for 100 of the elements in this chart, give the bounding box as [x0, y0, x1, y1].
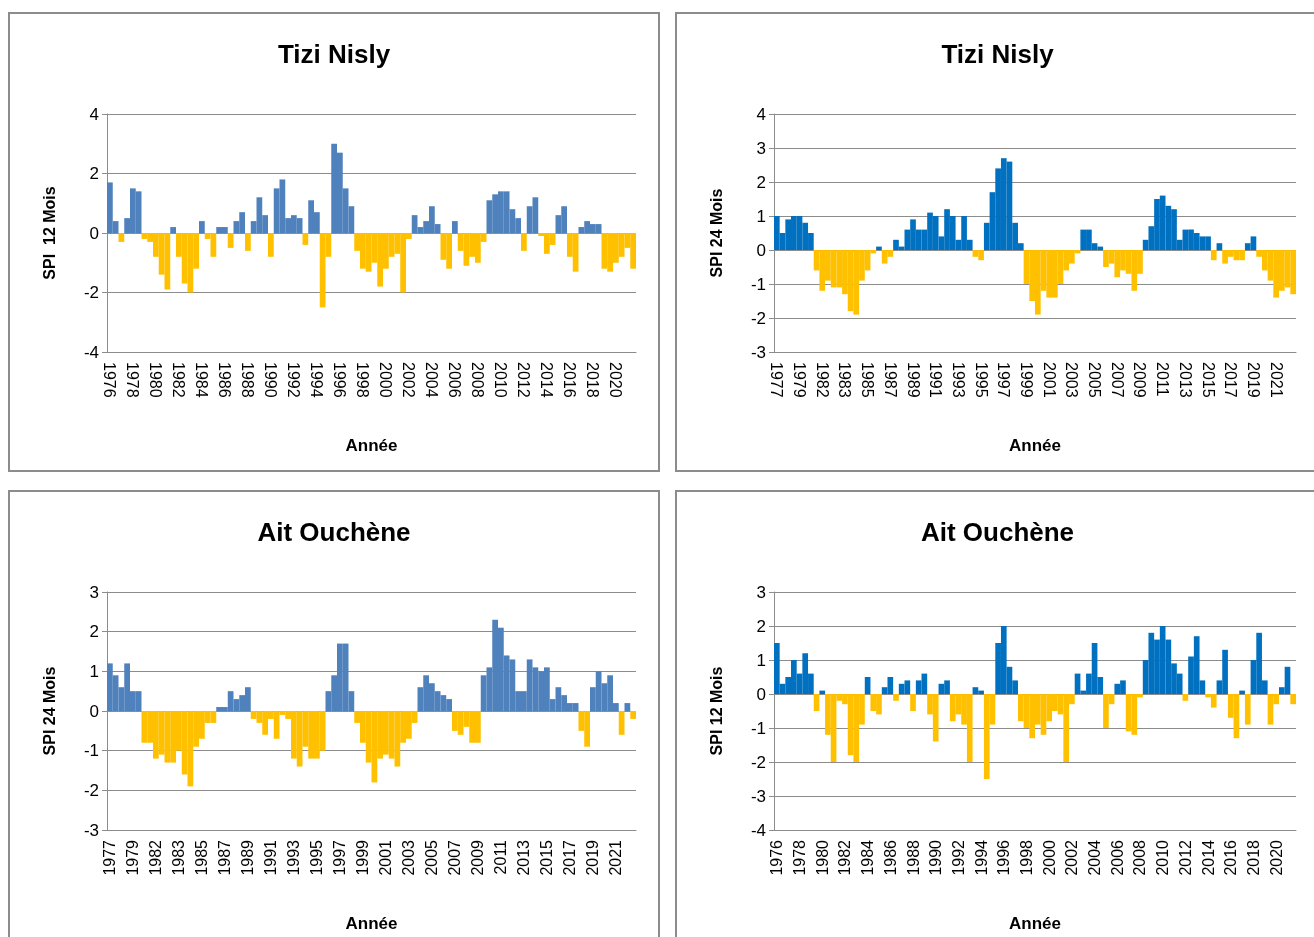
- x-tick-label: 2012: [1176, 839, 1194, 876]
- y-tick-label: 3: [756, 138, 766, 158]
- x-tick-label: 1979: [791, 362, 809, 398]
- y-tick-label: 0: [756, 684, 766, 704]
- y-tick-label: 4: [89, 104, 99, 124]
- bar: [910, 694, 916, 711]
- x-tick-label: 1988: [239, 362, 257, 398]
- x-tick-label: 2006: [1108, 839, 1126, 876]
- x-tick-label: 2014: [1199, 839, 1217, 876]
- x-tick-label: 2002: [400, 362, 418, 398]
- x-tick-label: 2003: [400, 839, 418, 876]
- x-tick-label: 2018: [584, 362, 602, 398]
- bar: [1216, 243, 1223, 250]
- x-tick-label: 2015: [1199, 362, 1217, 398]
- y-axis-title: SPI 24 Mois: [40, 666, 58, 756]
- chart-title: Tizi Nisly: [277, 39, 391, 69]
- x-tick-label: 1997: [331, 839, 349, 876]
- x-tick-label: 2006: [446, 362, 464, 398]
- x-tick-label: 1980: [813, 839, 831, 876]
- y-tick-label: 3: [89, 582, 99, 602]
- x-tick-label: 2001: [377, 839, 395, 876]
- bar: [1290, 694, 1296, 705]
- x-tick-label: 2001: [1040, 362, 1058, 398]
- x-tick-label: 1982: [836, 839, 854, 876]
- x-tick-label: 2009: [469, 839, 487, 876]
- x-axis-title: Année: [345, 436, 398, 455]
- x-tick-label: 1980: [147, 362, 165, 398]
- x-tick-label: 1987: [216, 839, 234, 876]
- x-tick-label: 1982: [147, 839, 165, 876]
- x-tick-label: 1982: [170, 362, 188, 398]
- x-tick-label: 2012: [515, 362, 533, 398]
- x-tick-label: 2010: [1154, 839, 1172, 876]
- bar: [1244, 694, 1251, 725]
- y-tick-label: 4: [756, 104, 766, 124]
- x-tick-label: 2016: [561, 362, 579, 398]
- bar: [170, 227, 176, 233]
- x-tick-label: 1996: [331, 362, 349, 398]
- x-tick-label: 2005: [423, 839, 441, 876]
- y-tick-label: -1: [750, 274, 766, 294]
- x-tick-label: 2020: [607, 362, 625, 398]
- x-tick-label: 1996: [995, 839, 1013, 876]
- x-tick-label: 2019: [1244, 362, 1262, 398]
- x-tick-label: 2007: [446, 839, 464, 876]
- x-tick-label: 1989: [239, 839, 257, 876]
- y-tick-label: -1: [750, 718, 766, 738]
- x-tick-label: 2018: [1244, 839, 1262, 876]
- bar: [1210, 250, 1217, 261]
- y-tick-label: -3: [83, 820, 99, 840]
- x-tick-label: 2021: [1267, 362, 1285, 398]
- y-tick-label: -2: [83, 283, 99, 302]
- x-tick-label: 1992: [285, 362, 303, 398]
- bar: [618, 711, 625, 735]
- x-tick-label: 1989: [904, 362, 922, 398]
- bar: [893, 694, 899, 701]
- x-tick-label: 1977: [101, 839, 119, 876]
- y-tick-label: 2: [756, 616, 766, 636]
- y-tick-label: -2: [83, 780, 99, 800]
- y-tick-label: 3: [756, 582, 766, 602]
- x-tick-label: 2013: [1176, 362, 1194, 398]
- bar: [521, 233, 527, 251]
- y-tick-label: -2: [750, 752, 766, 772]
- x-tick-label: 1986: [881, 839, 899, 876]
- x-tick-label: 1978: [791, 839, 809, 876]
- x-tick-label: 1983: [170, 839, 188, 876]
- x-tick-label: 1999: [1017, 362, 1035, 398]
- y-tick-label: 0: [756, 240, 766, 260]
- x-tick-label: 2005: [1086, 362, 1104, 398]
- x-tick-label: 2011: [1154, 362, 1172, 397]
- x-tick-label: 2004: [1086, 839, 1104, 876]
- y-tick-label: 2: [89, 164, 99, 183]
- bar: [819, 690, 826, 694]
- y-tick-label: 1: [756, 206, 766, 226]
- bar: [245, 233, 251, 251]
- bar: [268, 233, 274, 257]
- x-tick-label: 1994: [308, 362, 326, 398]
- x-tick-label: 1997: [995, 362, 1013, 398]
- bar: [452, 221, 458, 233]
- y-tick-label: 1: [756, 650, 766, 670]
- x-tick-label: 1999: [354, 839, 372, 876]
- y-axis-title: SPI 12 Mois: [707, 666, 725, 756]
- x-axis-title: Année: [1009, 436, 1061, 455]
- x-tick-label: 1998: [1017, 839, 1035, 876]
- y-tick-label: -2: [750, 308, 766, 328]
- x-tick-label: 2002: [1063, 839, 1081, 876]
- x-tick-label: 1978: [124, 362, 142, 398]
- chart-title: Ait Ouchène: [257, 517, 411, 547]
- x-tick-label: 2021: [607, 839, 625, 876]
- x-tick-label: 2000: [377, 362, 395, 398]
- y-tick-label: -3: [750, 786, 766, 806]
- x-tick-label: 2014: [538, 362, 556, 398]
- x-tick-label: 1984: [193, 362, 211, 398]
- x-tick-label: 1995: [972, 362, 990, 398]
- x-tick-label: 1993: [285, 839, 303, 876]
- y-tick-label: 2: [756, 172, 766, 192]
- x-tick-label: 2015: [538, 839, 556, 876]
- bar: [227, 233, 234, 248]
- x-tick-label: 1985: [859, 362, 877, 398]
- y-tick-label: 0: [89, 223, 99, 243]
- x-tick-label: 2013: [515, 839, 533, 876]
- chart-title: Tizi Nisly: [941, 39, 1055, 69]
